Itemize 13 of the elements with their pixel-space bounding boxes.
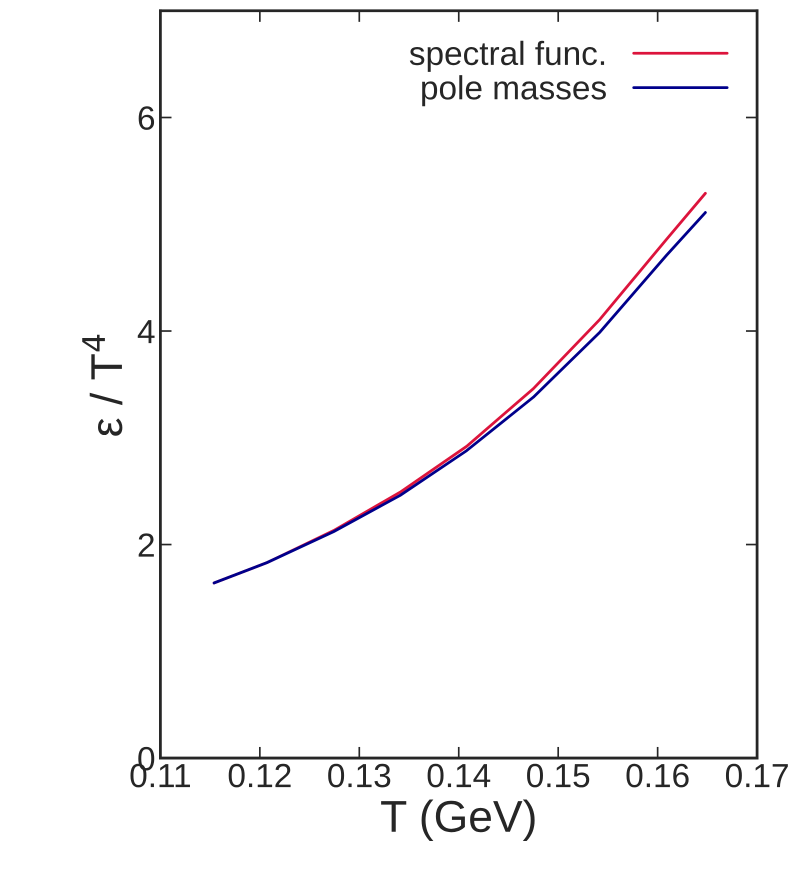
y-tick-label: 4 [138, 320, 155, 344]
y-tick-label: 2 [138, 533, 154, 557]
x-tick-label: 0.13 [328, 764, 390, 788]
x-tick-label: 0.16 [626, 764, 689, 788]
x-tick-label: 0.15 [527, 764, 590, 788]
x-tick-label: 0.12 [228, 764, 291, 788]
y-tick-label: 6 [138, 106, 154, 130]
x-axis-title: T (GeV) [381, 800, 535, 841]
legend-label: pole masses [422, 75, 606, 106]
x-tick-label: 0.14 [428, 764, 490, 788]
legend-label: spectral func. [410, 40, 604, 72]
x-tick-label: 0.17 [726, 764, 788, 788]
y-axis-title: ε / T$^{4}$ [82, 334, 122, 436]
